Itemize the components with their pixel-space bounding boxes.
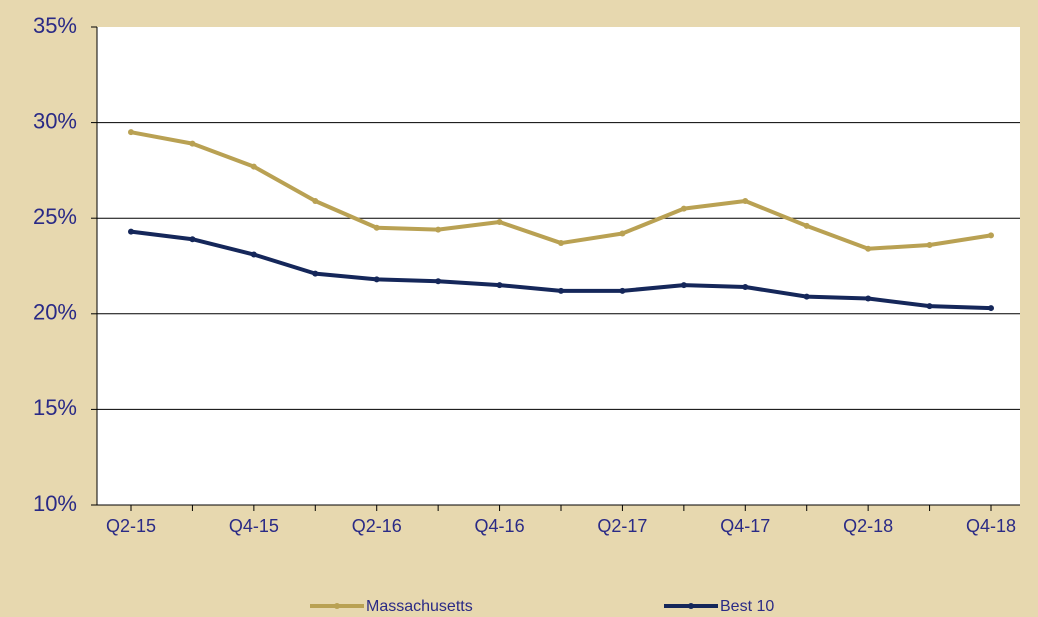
- x-tick-label: Q4-15: [229, 516, 279, 536]
- point: [680, 282, 687, 289]
- plot-area: [97, 27, 1020, 505]
- x-tick-label: Q2-18: [843, 516, 893, 536]
- point: [435, 226, 442, 233]
- point: [496, 282, 503, 289]
- point: [742, 284, 749, 291]
- point: [742, 197, 749, 204]
- point: [988, 305, 994, 312]
- point: [803, 222, 810, 229]
- x-tick-label: Q2-17: [597, 516, 647, 536]
- point: [435, 278, 442, 285]
- y-tick-label: 35%: [33, 13, 77, 38]
- point: [865, 245, 872, 252]
- point: [312, 197, 319, 204]
- point: [312, 270, 319, 277]
- point: [373, 224, 380, 231]
- legend-marker: [688, 603, 694, 609]
- point: [128, 228, 134, 235]
- y-tick-label: 10%: [33, 491, 77, 516]
- point: [803, 293, 810, 300]
- y-tick-label: 15%: [33, 395, 77, 420]
- point: [988, 232, 994, 239]
- x-tick-label: Q2-15: [106, 516, 156, 536]
- x-tick-label: Q2-16: [352, 516, 402, 536]
- point: [128, 129, 134, 136]
- point: [189, 236, 196, 243]
- point: [619, 230, 626, 237]
- legend-marker: [334, 603, 340, 609]
- point: [619, 287, 626, 294]
- y-tick-label: 20%: [33, 300, 77, 325]
- point: [926, 303, 933, 310]
- point: [926, 241, 933, 248]
- point: [558, 287, 564, 294]
- x-tick-label: Q4-18: [966, 516, 1016, 536]
- point: [496, 219, 503, 226]
- point: [558, 240, 564, 247]
- legend-label: Best 10: [720, 598, 774, 615]
- y-tick-label: 25%: [33, 204, 77, 229]
- x-tick-label: Q4-17: [720, 516, 770, 536]
- legend-label: Massachusetts: [366, 598, 473, 615]
- point: [250, 163, 257, 170]
- point: [189, 140, 196, 147]
- point: [865, 295, 872, 302]
- y-tick-label: 30%: [33, 108, 77, 133]
- x-tick-label: Q4-16: [475, 516, 525, 536]
- point: [373, 276, 380, 283]
- point: [680, 205, 687, 212]
- point: [250, 251, 257, 258]
